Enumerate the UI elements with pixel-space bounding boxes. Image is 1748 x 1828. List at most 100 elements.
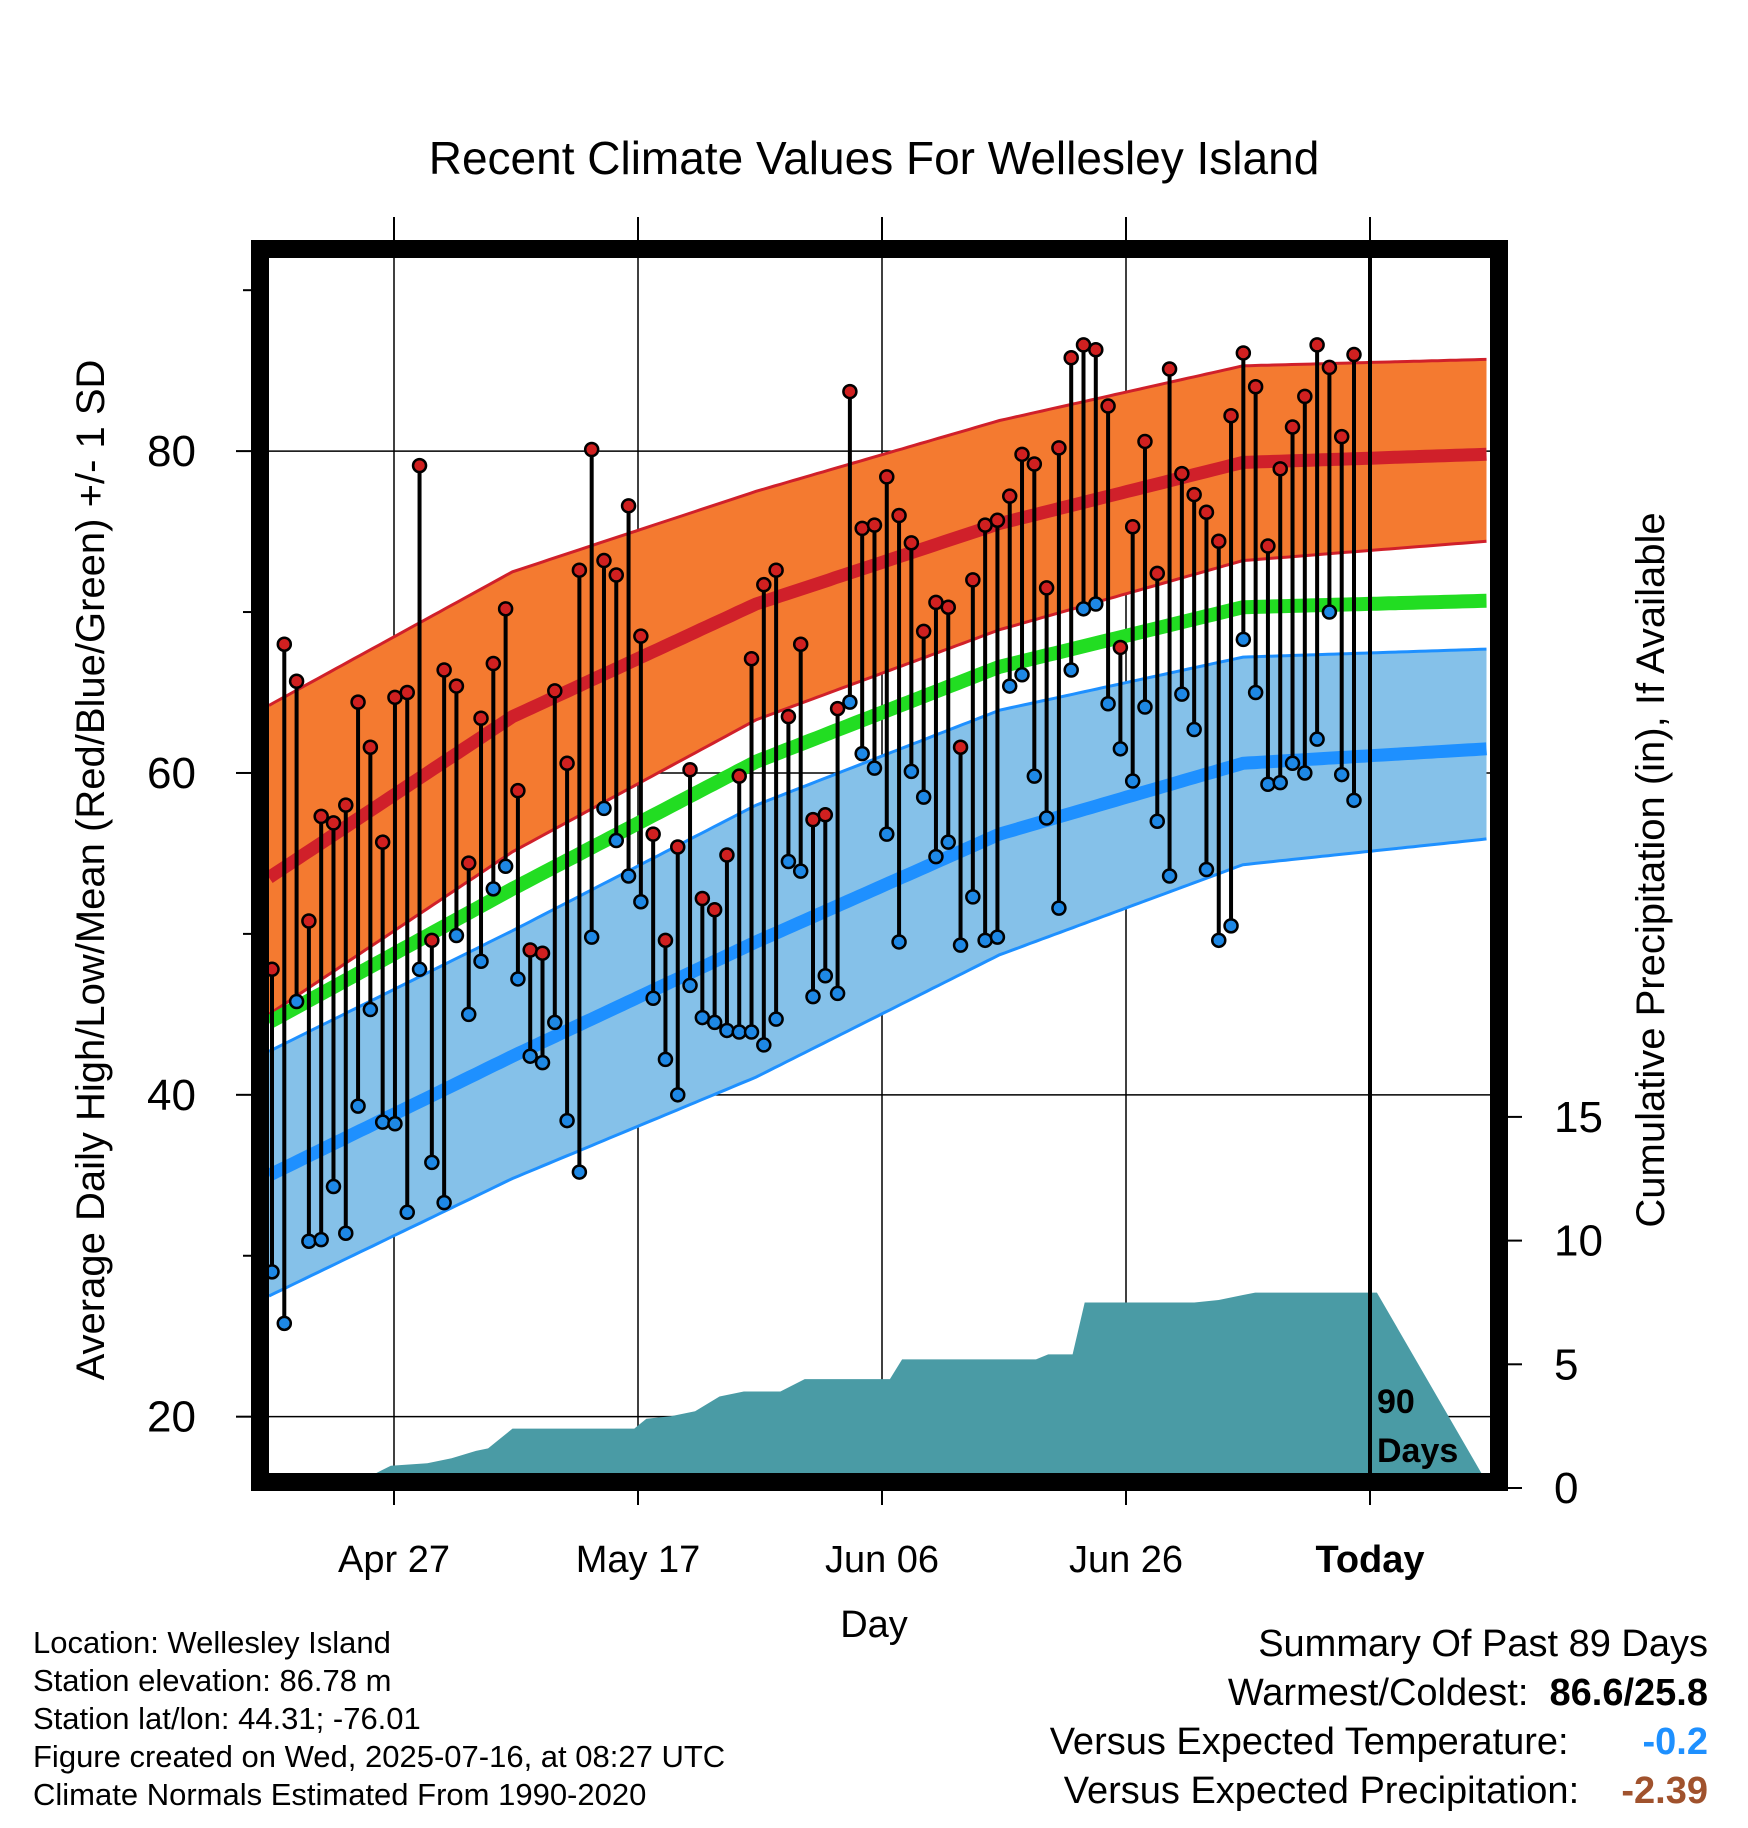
normal-high-line xyxy=(265,447,1487,883)
daily-low-point xyxy=(817,967,834,984)
daily-low-point xyxy=(989,929,1006,945)
daily-high-point xyxy=(1063,350,1079,366)
daily-low-point xyxy=(1014,667,1030,683)
daily-low-point xyxy=(1198,861,1215,878)
daily-low-point xyxy=(1001,678,1018,694)
daily-low-point xyxy=(1063,662,1079,678)
x-axis-label: Day xyxy=(840,1604,908,1646)
daily-high-point xyxy=(1026,456,1043,472)
daily-high-point xyxy=(1038,580,1055,596)
daily-high-point xyxy=(952,739,969,755)
plot-frame xyxy=(251,240,1508,1491)
daily-low-point xyxy=(1112,741,1129,757)
daily-low-point xyxy=(756,1037,772,1053)
summary-temp: Versus Expected Temperature: -0.2 xyxy=(1050,1718,1708,1767)
daily-low-point xyxy=(780,853,797,870)
daily-low-point xyxy=(497,858,514,875)
daily-high-point xyxy=(460,855,477,871)
daily-low-point xyxy=(891,934,907,950)
daily-high-point xyxy=(448,678,465,694)
daily-high-point xyxy=(510,782,526,799)
daily-low-point xyxy=(866,760,883,776)
daily-low-point xyxy=(448,927,465,944)
daily-high-point xyxy=(780,708,797,725)
daily-high-point xyxy=(1297,388,1313,405)
daily-low-point xyxy=(645,990,661,1007)
daily-high-point xyxy=(1198,504,1215,521)
y2-axis-label: Cumulative Precipitation (in), If Availa… xyxy=(1629,512,1673,1227)
daily-low-point xyxy=(670,1087,686,1103)
daily-low-point xyxy=(1149,813,1166,829)
daily-high-point xyxy=(436,662,452,678)
daily-high-point xyxy=(645,826,661,842)
daily-low-point xyxy=(301,1233,317,1250)
daily-low-point xyxy=(1333,766,1350,783)
daily-low-point xyxy=(1223,918,1239,934)
daily-low-point xyxy=(1026,768,1043,784)
y-tick-label: 60 xyxy=(147,749,196,798)
daily-low-point xyxy=(547,1014,563,1031)
daily-low-point xyxy=(350,1098,366,1114)
normal-low-line xyxy=(266,742,1487,1182)
today-annotation-line2: Days xyxy=(1377,1432,1458,1470)
daily-high-point xyxy=(1260,538,1276,554)
daily-low-point xyxy=(1174,686,1190,702)
daily-high-point xyxy=(387,689,403,706)
daily-low-point xyxy=(977,932,993,949)
daily-high-point xyxy=(325,815,342,831)
daily-low-point xyxy=(1297,765,1313,781)
daily-high-point xyxy=(657,932,674,949)
daily-low-point xyxy=(436,1194,452,1211)
daily-low-point xyxy=(325,1178,342,1195)
daily-low-point xyxy=(1321,604,1338,620)
daily-low-point xyxy=(399,1204,415,1221)
daily-low-point xyxy=(1247,684,1264,701)
daily-high-point xyxy=(1235,345,1252,361)
daily-high-point xyxy=(756,576,772,593)
daily-high-point xyxy=(1014,446,1030,463)
daily-high-point xyxy=(829,700,846,717)
normal-low-band xyxy=(269,649,1487,1296)
daily-low-point xyxy=(1100,696,1116,712)
daily-low-point xyxy=(940,834,956,850)
daily-high-point xyxy=(1112,639,1129,656)
summary-precip: Versus Expected Precipitation: -2.39 xyxy=(1050,1767,1708,1816)
daily-low-point xyxy=(792,863,809,879)
daily-low-point xyxy=(682,977,698,994)
daily-low-point xyxy=(510,971,526,987)
daily-high-point xyxy=(559,755,575,772)
daily-low-point xyxy=(374,1114,391,1130)
daily-high-point xyxy=(1186,486,1202,503)
daily-high-point xyxy=(620,498,637,514)
daily-high-point xyxy=(1161,361,1178,377)
created-text: Figure created on Wed, 2025-07-16, at 08… xyxy=(33,1739,726,1774)
daily-low-point xyxy=(842,694,858,710)
daily-high-point xyxy=(497,601,514,617)
daily-low-point xyxy=(1272,774,1288,791)
warm-cold-value: 86.6/25.8 xyxy=(1549,1672,1708,1714)
y2-tick-label: 10 xyxy=(1554,1217,1603,1266)
daily-high-point xyxy=(301,913,317,929)
daily-high-point xyxy=(805,811,821,828)
summary-heading: Summary Of Past 89 Days xyxy=(1258,1623,1708,1665)
daily-low-point xyxy=(879,826,895,842)
x-tick-label: Jun 06 xyxy=(825,1539,939,1581)
daily-low-point xyxy=(583,929,600,945)
daily-low-point xyxy=(387,1116,403,1132)
daily-low-point xyxy=(768,1011,784,1027)
daily-high-point xyxy=(522,942,538,958)
daily-low-point xyxy=(596,800,612,817)
daily-high-point xyxy=(1211,533,1227,549)
daily-low-point xyxy=(1051,900,1067,916)
daily-high-point xyxy=(547,683,563,699)
daily-low-point xyxy=(522,1048,538,1064)
daily-high-point xyxy=(473,710,489,727)
daily-low-point xyxy=(1161,868,1178,884)
daily-low-point xyxy=(276,1315,293,1332)
daily-high-point xyxy=(1075,337,1092,353)
daily-high-point xyxy=(1309,337,1325,353)
daily-high-point xyxy=(891,507,907,524)
daily-low-point xyxy=(571,1164,588,1180)
daily-low-point xyxy=(854,745,870,762)
daily-low-point xyxy=(559,1112,575,1129)
